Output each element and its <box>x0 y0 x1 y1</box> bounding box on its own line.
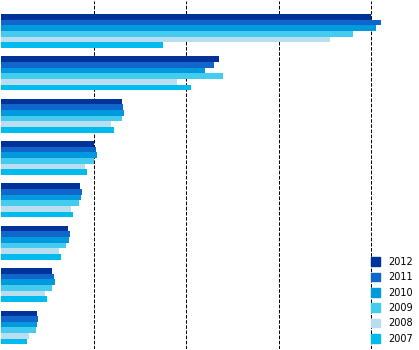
Bar <box>1 68 205 74</box>
Bar <box>1 127 114 133</box>
Bar <box>1 254 61 260</box>
Bar <box>1 20 380 26</box>
Bar <box>1 248 59 254</box>
Bar <box>1 141 94 147</box>
Bar <box>1 291 45 296</box>
Bar <box>1 322 37 328</box>
Bar <box>1 279 55 285</box>
Bar <box>1 226 68 231</box>
Bar <box>1 237 69 243</box>
Bar <box>1 231 70 237</box>
Bar <box>1 189 82 195</box>
Bar <box>1 316 39 322</box>
Bar <box>1 183 80 189</box>
Bar <box>1 79 177 85</box>
Bar <box>1 212 72 217</box>
Legend: 2012, 2011, 2010, 2009, 2008, 2007: 2012, 2011, 2010, 2009, 2008, 2007 <box>370 257 413 344</box>
Bar <box>1 296 47 302</box>
Bar <box>1 243 66 248</box>
Bar <box>1 147 96 152</box>
Bar <box>1 56 219 62</box>
Bar <box>1 206 71 212</box>
Bar <box>1 201 79 206</box>
Bar <box>1 104 124 110</box>
Bar <box>1 116 122 121</box>
Bar <box>1 26 376 31</box>
Bar <box>1 164 85 169</box>
Bar <box>1 274 54 279</box>
Bar <box>1 14 371 20</box>
Bar <box>1 74 223 79</box>
Bar <box>1 42 163 48</box>
Bar <box>1 310 36 316</box>
Bar <box>1 110 124 116</box>
Bar <box>1 268 52 274</box>
Bar <box>1 99 122 104</box>
Bar <box>1 285 52 291</box>
Bar <box>1 152 97 158</box>
Bar <box>1 158 94 164</box>
Bar <box>1 328 36 333</box>
Bar <box>1 195 81 201</box>
Bar <box>1 333 29 339</box>
Bar <box>1 85 191 90</box>
Bar <box>1 31 353 37</box>
Bar <box>1 339 27 344</box>
Bar <box>1 62 214 68</box>
Bar <box>1 169 88 175</box>
Bar <box>1 37 330 42</box>
Bar <box>1 121 111 127</box>
